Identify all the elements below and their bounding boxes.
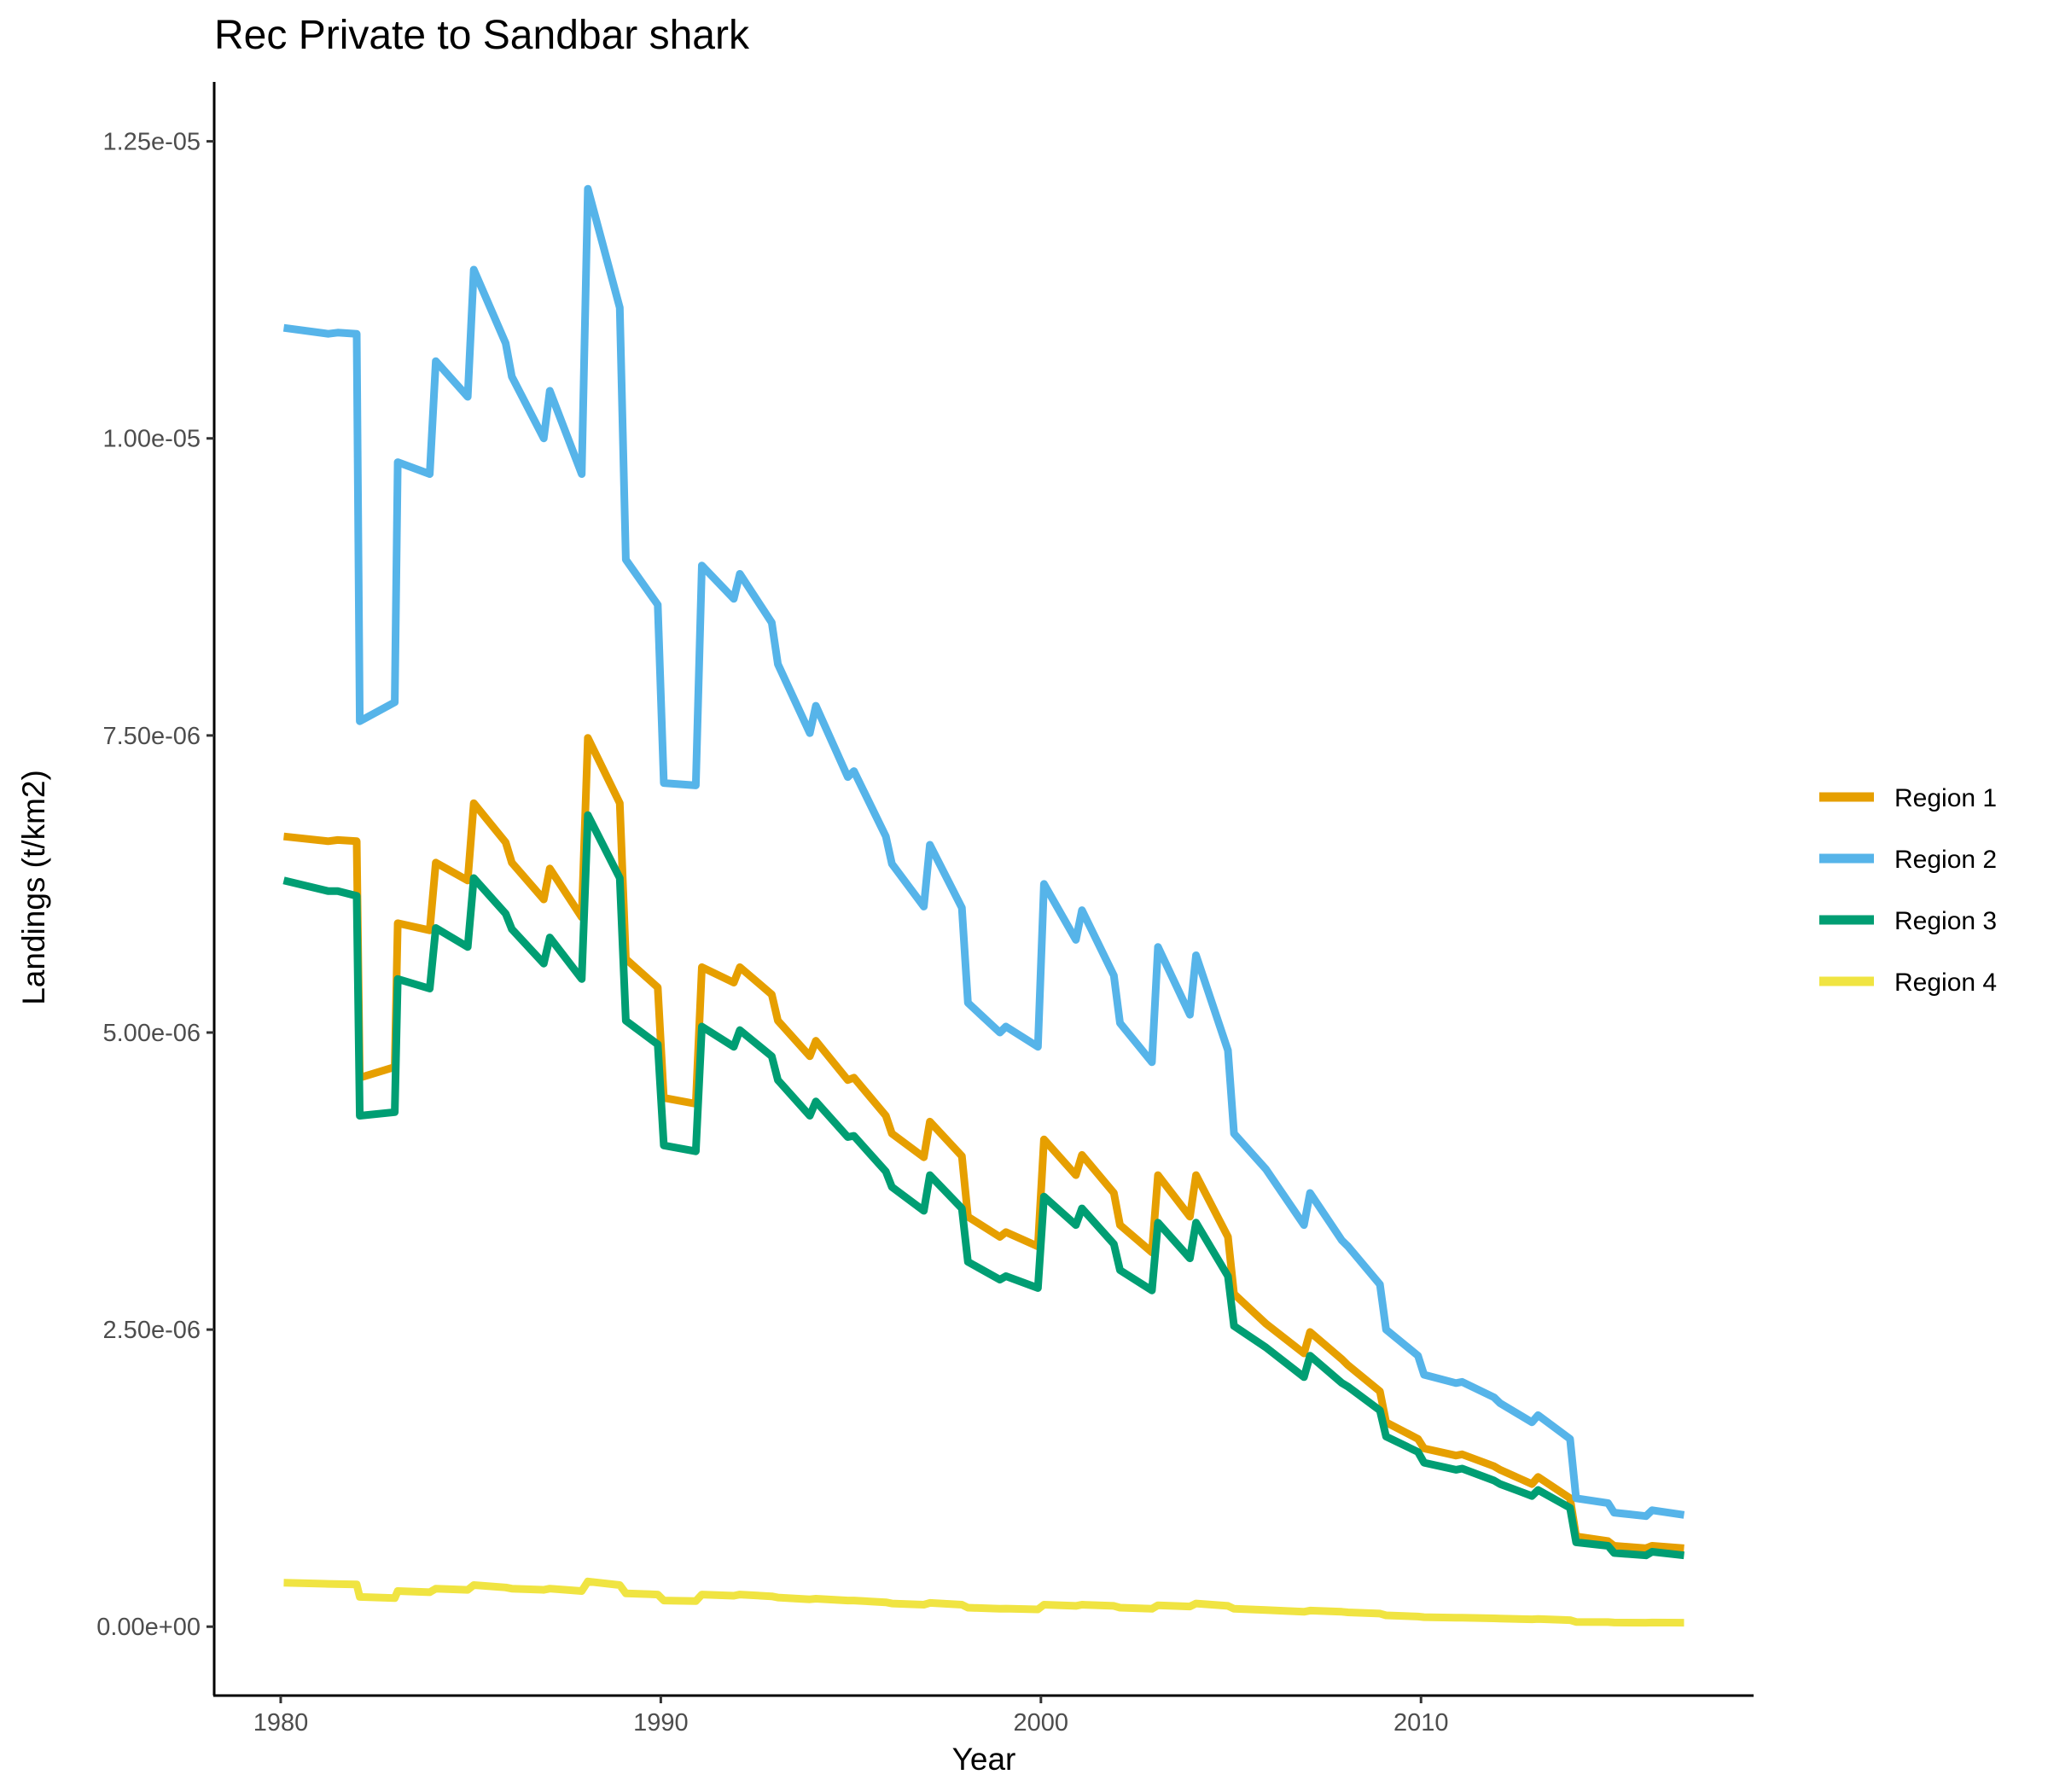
y-tick-label: 2.50e-06 [103, 1317, 201, 1344]
series-line-region-4 [283, 1577, 1684, 1627]
x-tick-label: 1990 [633, 1709, 689, 1737]
x-tick-label: 1980 [253, 1709, 309, 1737]
legend: Region 1 Region 2 Region 3 Region 4 [1819, 784, 1997, 997]
series-line-region-2 [282, 184, 1685, 1521]
legend-label-region-1: Region 1 [1894, 784, 1997, 812]
x-tick-label: 2000 [1014, 1709, 1069, 1737]
y-ticks: 0.00e+00 2.50e-06 5.00e-06 7.50e-06 1.00e-05… [96, 129, 214, 1641]
series-line-region-1 [283, 734, 1684, 1552]
y-tick-label: 5.00e-06 [103, 1020, 201, 1047]
series-layer [282, 184, 1685, 1627]
y-tick-label: 0.00e+00 [96, 1614, 201, 1641]
y-tick-label: 7.50e-06 [103, 723, 201, 750]
legend-label-region-4: Region 4 [1894, 969, 1997, 997]
chart-title: Rec Private to Sandbar shark [214, 13, 749, 58]
legend-label-region-3: Region 3 [1894, 907, 1997, 935]
y-tick-label: 1.25e-05 [103, 129, 201, 156]
y-axis-title: Landings (t/km2) [16, 770, 51, 1005]
x-axis-title: Year [952, 1742, 1016, 1777]
series-line-region-3 [282, 811, 1685, 1560]
x-tick-label: 2010 [1393, 1709, 1449, 1737]
x-ticks: 1980 1990 2000 2010 [253, 1696, 1449, 1737]
legend-label-region-2: Region 2 [1894, 846, 1997, 874]
y-tick-label: 1.00e-05 [103, 426, 201, 453]
